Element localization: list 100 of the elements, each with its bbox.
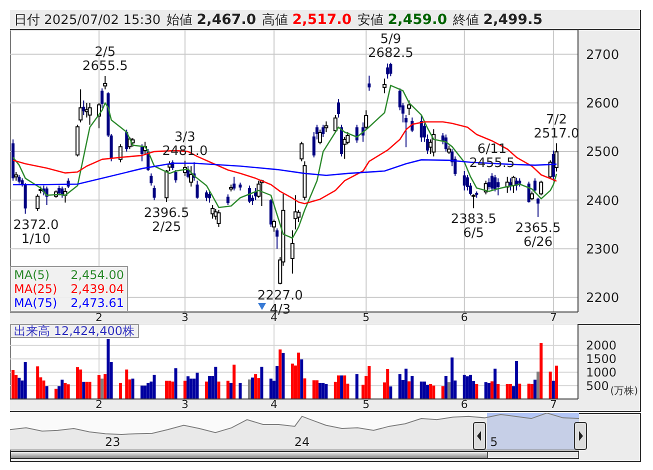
bar	[343, 375, 346, 399]
bar	[125, 370, 128, 399]
candlestick	[407, 100, 412, 116]
bar	[318, 382, 322, 399]
bar	[165, 380, 168, 399]
bar	[88, 382, 92, 399]
bar	[554, 366, 558, 399]
bar	[174, 368, 178, 399]
candlestick	[472, 194, 476, 209]
y-tick-label: 2200	[586, 291, 620, 306]
bar	[282, 352, 285, 399]
bar	[146, 382, 150, 399]
candlestick	[296, 209, 301, 223]
bar	[257, 378, 260, 399]
bar	[533, 380, 536, 399]
bar	[444, 376, 448, 399]
y-axis-title: (万株)	[610, 384, 638, 398]
x-tick-label: 4	[270, 398, 278, 411]
bar	[168, 380, 172, 399]
candlestick	[150, 172, 153, 186]
bar	[18, 378, 21, 399]
candlestick	[216, 209, 221, 228]
bar	[432, 386, 436, 399]
bar	[24, 362, 27, 399]
x-tick-label: 5	[362, 310, 370, 324]
bar	[278, 349, 282, 399]
text: 始値 2,467.0	[166, 10, 256, 28]
bar	[536, 372, 540, 399]
bar	[269, 378, 272, 399]
bar	[429, 384, 432, 399]
bar	[12, 370, 15, 399]
candlestick	[386, 63, 390, 80]
bar	[368, 366, 371, 399]
bar	[540, 343, 543, 399]
candlestick	[322, 124, 325, 138]
bar	[426, 384, 430, 399]
candlestick	[300, 141, 304, 162]
bar	[104, 374, 107, 399]
bar	[297, 352, 300, 399]
bar	[85, 382, 88, 399]
bar	[208, 376, 212, 399]
x-tick-label: 6	[460, 398, 468, 411]
candlestick	[490, 172, 494, 191]
x-tick-label: 6	[460, 310, 468, 324]
x-tick-label: 23	[105, 435, 120, 449]
bar	[100, 378, 104, 399]
candlestick	[496, 178, 500, 196]
bar	[552, 380, 555, 399]
annotation: 2372.0 1/10	[13, 218, 59, 247]
y-tick-label: 2300	[586, 242, 620, 258]
bar	[79, 370, 82, 399]
x-tick-label: 7	[550, 310, 557, 324]
candlestick	[318, 129, 322, 145]
bar	[386, 369, 390, 399]
annotation: 2/5 2655.5	[82, 44, 128, 74]
bar	[548, 372, 552, 399]
bar	[251, 378, 254, 399]
bar	[230, 382, 233, 399]
candlestick	[210, 204, 215, 220]
text: MA(25) 2,439.04	[14, 282, 124, 296]
y-tick-label: 2500	[586, 145, 620, 160]
candlestick	[324, 120, 328, 133]
x-tick-label: 3	[182, 310, 189, 324]
text: 安値 2,459.0	[358, 10, 448, 28]
bar	[487, 382, 490, 399]
candlestick	[272, 219, 276, 232]
candlestick	[290, 230, 294, 274]
bar	[466, 376, 469, 399]
x-tick-label: 5	[362, 398, 370, 411]
candlestick	[368, 75, 371, 92]
bar	[217, 382, 220, 399]
bar	[324, 384, 328, 399]
candlestick	[226, 194, 230, 206]
bar	[82, 382, 86, 399]
bar	[484, 382, 488, 399]
bar	[36, 366, 40, 399]
y-tick-label: 2700	[586, 48, 620, 63]
candlestick	[276, 228, 279, 250]
bar	[490, 381, 494, 399]
bar	[196, 372, 199, 399]
candlestick	[382, 78, 387, 94]
candlestick	[103, 75, 108, 90]
bar	[322, 382, 325, 399]
bar	[408, 381, 411, 399]
bar	[171, 382, 174, 399]
bar	[398, 374, 402, 399]
bar	[410, 376, 414, 399]
x-tick-label: 24	[294, 435, 310, 449]
y-tick-label: 500	[586, 378, 609, 393]
text: MA(5) 2,454.00	[14, 268, 124, 282]
annotation: 2396.5 2/25	[144, 206, 190, 235]
bar	[42, 380, 46, 399]
bar	[355, 374, 358, 399]
x-tick-label: 7	[550, 398, 557, 411]
bar	[515, 360, 518, 399]
bar	[290, 364, 294, 399]
candlestick	[420, 114, 423, 142]
candlestick	[88, 102, 92, 126]
bar	[152, 374, 156, 399]
bar	[462, 374, 466, 399]
